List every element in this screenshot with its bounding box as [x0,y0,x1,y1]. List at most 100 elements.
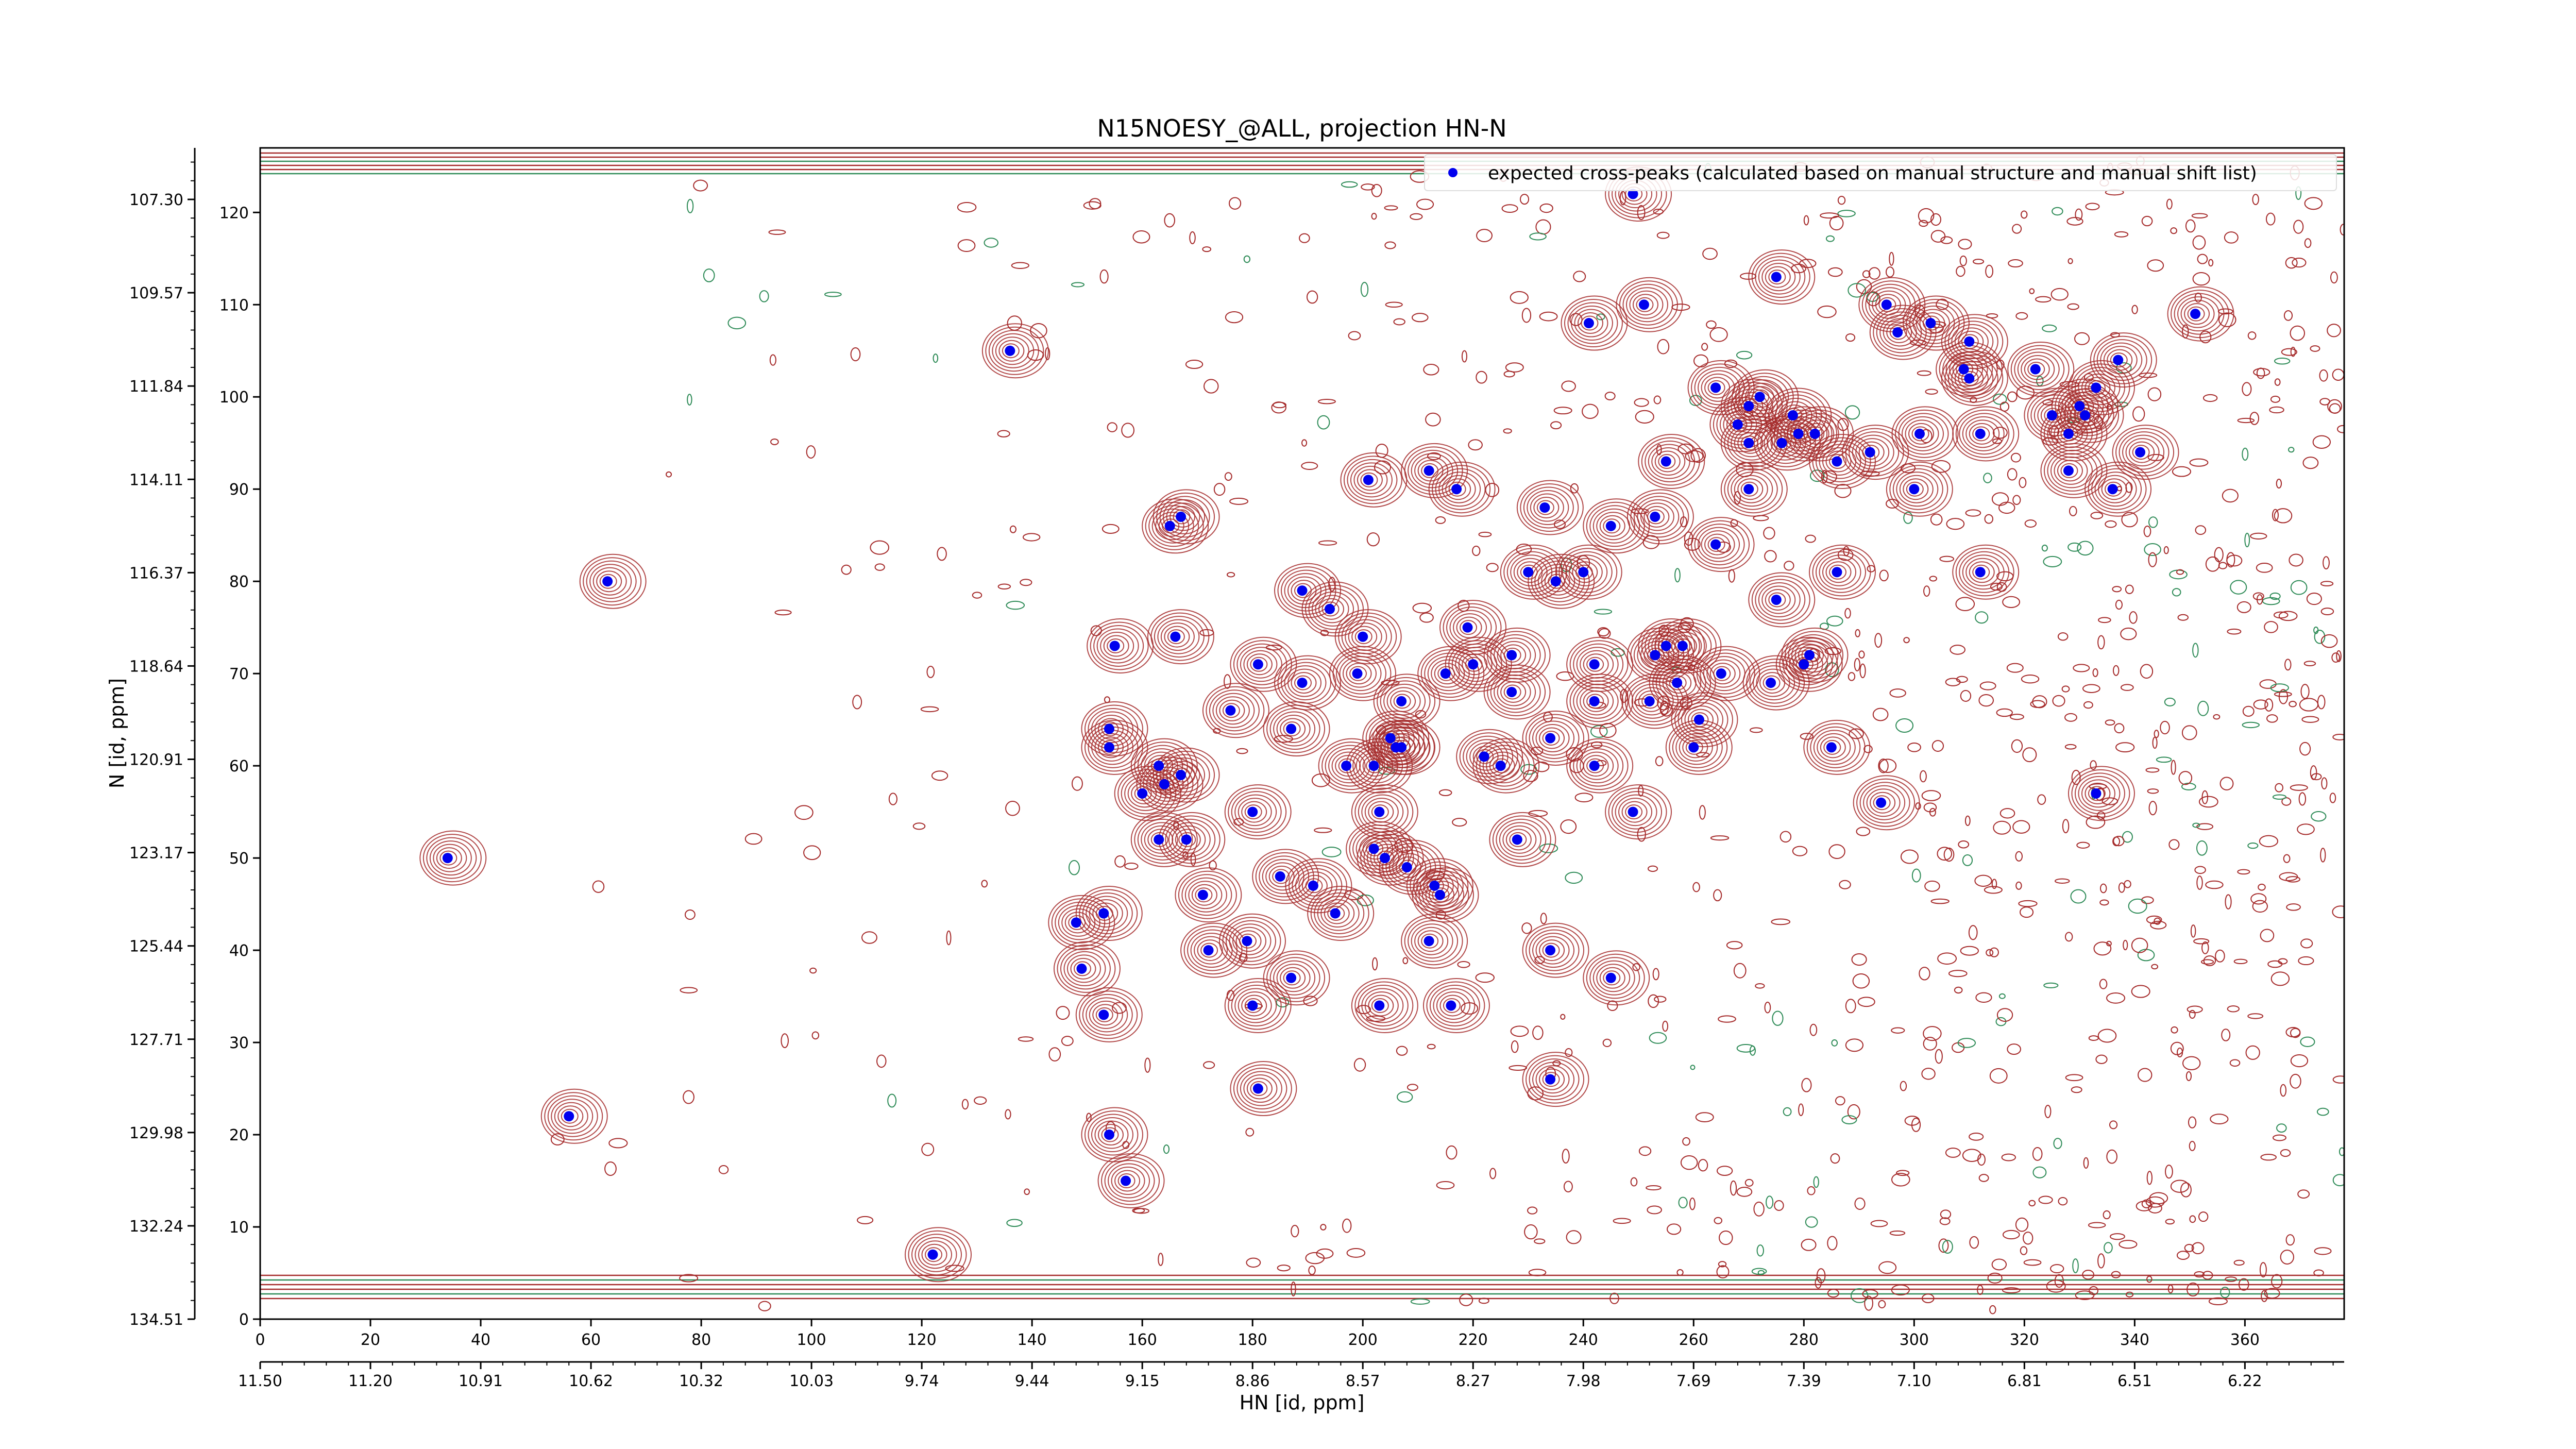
noise-contour [1024,1188,1030,1195]
noise-contour [1489,1168,1497,1180]
cross-peak-marker [1154,761,1164,771]
peak-contour [1426,981,1485,1030]
peak-contour [1393,694,1411,709]
cross-peak-marker [2091,382,2102,393]
noise-contour [1955,597,1975,611]
noise-contour [2036,376,2044,386]
peak-contour [1669,675,1687,690]
peak-contour [1866,788,1901,817]
noise-contour [1245,1127,1255,1137]
peak-contour [419,830,487,886]
peak-contour [1317,896,1360,931]
cross-peak-marker [1330,908,1341,919]
peak-contour [2014,348,2065,391]
cross-peak-marker [1368,844,1379,854]
peak-contour [1791,637,1834,673]
noise-contour [2278,958,2288,965]
noise-contour [1385,301,1403,308]
noise-contour [2270,395,2281,403]
peak-contour [2125,438,2160,467]
noise-contour [2076,841,2090,849]
peak-contour [1829,454,1847,469]
peak-contour [1228,981,1287,1030]
peak-contour [1599,515,1625,537]
noise-contour [2272,509,2279,521]
peak-contour [1906,299,1965,348]
noise-contour [1635,410,1654,424]
noise-contour [2301,716,2319,723]
peak-contour [2101,478,2127,500]
cross-peak-marker [1550,576,1561,587]
peak-contour [1647,509,1665,525]
noise-contour [2038,1195,2053,1204]
peak-contour [1807,426,1825,442]
noise-contour [1891,1027,1905,1034]
noise-contour [1524,1224,1538,1240]
noise-contour [1983,473,1992,483]
cross-peak-marker [1203,945,1214,956]
noise-contour [1543,712,1553,722]
peak-contour [1603,970,1621,986]
noise-contour [1868,267,1880,280]
peak-contour [1522,1052,1589,1107]
noise-contour [2015,881,2022,890]
cross-peak-marker [1523,567,1534,578]
noise-contour [1975,611,1989,624]
noise-contour [1011,262,1029,269]
peak-contour [1529,1058,1580,1101]
noise-contour [1030,323,1047,339]
noise-contour [2012,224,2022,234]
peak-contour [1350,462,1393,498]
noise-contour [1654,996,1667,1003]
peak-contour [1583,755,1609,777]
noise-contour [1940,236,1953,244]
cross-peak-marker [1368,761,1379,771]
noise-contour [1649,1032,1667,1044]
noise-contour [1561,380,1576,392]
noise-contour [1689,1198,1696,1210]
peak-contour [1432,465,1491,514]
peak-contour [1089,899,1123,928]
cross-peak-marker [1660,641,1671,651]
noise-contour [2332,1174,2344,1187]
noise-contour [1653,395,1662,405]
noise-contour [1693,354,1708,367]
cross-peak-marker [1914,428,1925,439]
noise-contour [841,564,852,575]
x-axis-label: HN [id, ppm] [1240,1391,1365,1414]
noise-contour [2148,552,2157,567]
noise-contour [824,292,842,297]
noise-contour [2304,238,2312,248]
peak-contour [1479,745,1530,787]
peak-contour [1274,655,1341,711]
noise-contour [2203,955,2216,966]
noise-contour [2093,941,2112,956]
noise-contour [1886,266,1894,278]
cross-peak-marker [1743,484,1754,495]
noise-contour [2227,628,2242,635]
noise-contour [2275,783,2284,793]
y-tick-label: 120 [219,204,249,222]
noise-contour [2310,345,2320,352]
noise-contour [2067,303,2079,310]
noise-contour [1986,949,1994,956]
noise-contour [2099,979,2108,989]
noise-contour [2140,664,2154,679]
noise-contour [1730,1180,1737,1196]
noise-contour [1771,918,1791,925]
noise-contour [2310,765,2317,780]
noise-contour [1005,1109,1011,1120]
noise-contour [1698,1159,1708,1172]
peak-contour [2098,475,2132,503]
peak-contour [1569,742,1629,790]
peak-contour [1535,1065,1570,1094]
noise-contour [684,909,696,920]
peak-contour [1727,468,1778,510]
cross-peak-marker [1252,659,1263,670]
noise-contour [592,880,605,893]
cross-peak-marker [1435,889,1446,900]
noise-contour [1956,266,1965,277]
noise-contour [2250,893,2267,905]
noise-contour [2145,767,2160,773]
noise-contour [2189,1009,2196,1019]
